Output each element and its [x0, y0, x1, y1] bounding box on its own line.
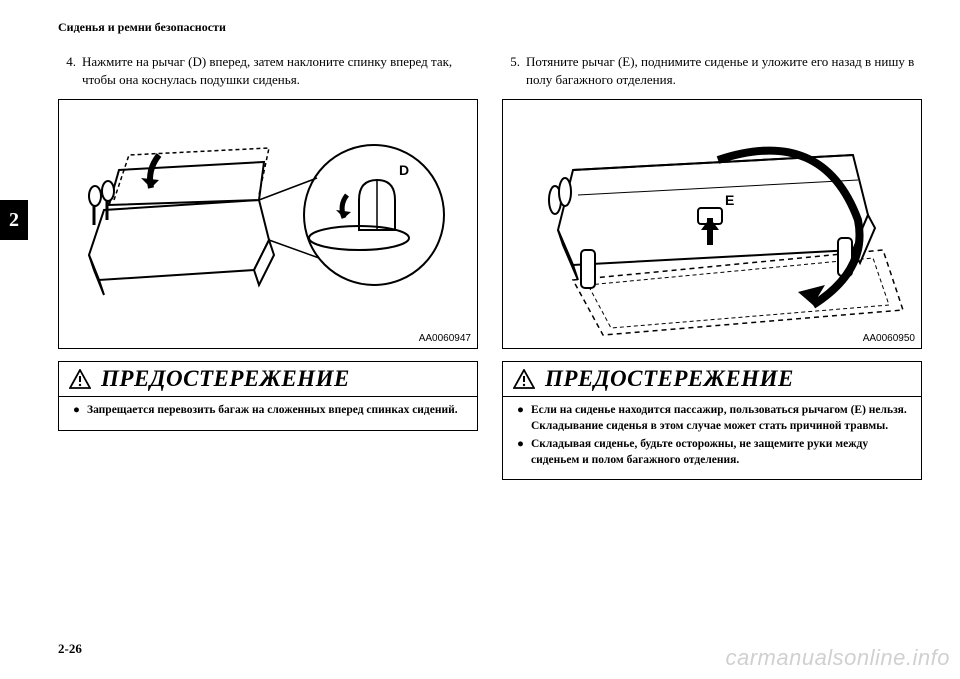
warning-icon — [69, 369, 91, 389]
bullet-row: ● Складывая сиденье, будьте осторожны, н… — [517, 437, 907, 468]
figure-id-left: AA0060947 — [419, 333, 471, 344]
watermark: carmanualsonline.info — [725, 645, 950, 671]
figure-id-right: AA0060950 — [863, 333, 915, 344]
bullet-icon: ● — [517, 403, 531, 434]
right-column: 5. Потяните рычаг (E), поднимите сиденье… — [502, 53, 922, 480]
caution-body-right: ● Если на сиденье находится пассажир, по… — [503, 397, 921, 479]
bullet-icon: ● — [517, 437, 531, 468]
seat-fold-diagram — [59, 100, 477, 348]
caution-title-left: ПРЕДОСТЕРЕЖЕНИЕ — [101, 366, 350, 392]
section-header: Сиденья и ремни безопасности — [58, 20, 920, 35]
step-number: 5. — [502, 53, 520, 89]
chapter-tab: 2 — [0, 200, 28, 240]
bullet-text: Запрещается перевозить багаж на сложенны… — [87, 403, 458, 419]
caution-header-left: ПРЕДОСТЕРЕЖЕНИЕ — [59, 362, 477, 397]
step-5: 5. Потяните рычаг (E), поднимите сиденье… — [502, 53, 922, 89]
bullet-row: ● Запрещается перевозить багаж на сложен… — [73, 403, 463, 419]
bullet-icon: ● — [73, 403, 87, 419]
caution-title-right: ПРЕДОСТЕРЕЖЕНИЕ — [545, 366, 794, 392]
caution-body-left: ● Запрещается перевозить багаж на сложен… — [59, 397, 477, 430]
seat-stow-diagram — [503, 100, 921, 348]
figure-left: D AA0060947 — [58, 99, 478, 349]
bullet-row: ● Если на сиденье находится пассажир, по… — [517, 403, 907, 434]
warning-icon — [513, 369, 535, 389]
bullet-text: Складывая сиденье, будьте осторожны, не … — [531, 437, 907, 468]
page-number: 2-26 — [58, 641, 82, 657]
step-number: 4. — [58, 53, 76, 89]
content-columns: 4. Нажмите на рычаг (D) вперед, затем на… — [58, 53, 920, 480]
step-4: 4. Нажмите на рычаг (D) вперед, затем на… — [58, 53, 478, 89]
step-text: Потяните рычаг (E), поднимите сиденье и … — [526, 53, 922, 89]
lever-e-label: E — [725, 192, 734, 208]
lever-d-label: D — [399, 162, 409, 178]
figure-right: E AA0060950 — [502, 99, 922, 349]
caution-box-right: ПРЕДОСТЕРЕЖЕНИЕ ● Если на сиденье находи… — [502, 361, 922, 480]
caution-box-left: ПРЕДОСТЕРЕЖЕНИЕ ● Запрещается перевозить… — [58, 361, 478, 431]
manual-page: Сиденья и ремни безопасности 2 4. Нажмит… — [0, 0, 960, 679]
step-text: Нажмите на рычаг (D) вперед, затем накло… — [82, 53, 478, 89]
caution-header-right: ПРЕДОСТЕРЕЖЕНИЕ — [503, 362, 921, 397]
bullet-text: Если на сиденье находится пассажир, поль… — [531, 403, 907, 434]
left-column: 4. Нажмите на рычаг (D) вперед, затем на… — [58, 53, 478, 480]
